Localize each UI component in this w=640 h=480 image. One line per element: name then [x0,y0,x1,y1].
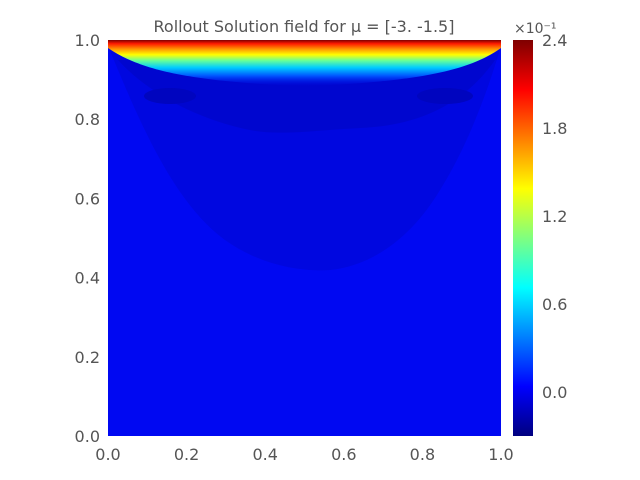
x-tick-label: 0.4 [252,445,277,464]
x-tick-label: 1.0 [488,445,513,464]
colorbar-tick-label: 0.0 [542,383,567,402]
y-tick-label: 0.2 [75,348,100,367]
x-tick-label: 0.8 [410,445,435,464]
chart-title: Rollout Solution field for μ = [-3. -1.5… [154,17,455,36]
lid-boundary-layer [108,40,501,86]
eddy-left [144,88,196,104]
colorbar-tick-label: 1.2 [542,207,567,226]
eddy-right [417,88,473,104]
x-axis-ticks: 0.0 0.2 0.4 0.6 0.8 1.0 [95,445,513,464]
y-axis-ticks: 0.0 0.2 0.4 0.6 0.8 1.0 [75,31,100,446]
colorbar-gradient [513,40,533,436]
y-tick-label: 1.0 [75,31,100,50]
colorbar-exponent: ×10⁻¹ [514,21,557,37]
y-tick-label: 0.6 [75,189,100,208]
x-tick-label: 0.2 [174,445,199,464]
y-tick-label: 0.4 [75,269,100,288]
y-tick-label: 0.0 [75,427,100,446]
colorbar-tick-label: 1.8 [542,119,567,138]
colorbar: ×10⁻¹ 0.0 0.6 1.2 1.8 2.4 [513,21,567,436]
y-tick-label: 0.8 [75,110,100,129]
x-tick-label: 0.6 [331,445,356,464]
x-tick-label: 0.0 [95,445,120,464]
plot-area [108,40,501,436]
colorbar-tick-label: 0.6 [542,295,567,314]
colorbar-tick-label: 2.4 [542,31,567,50]
